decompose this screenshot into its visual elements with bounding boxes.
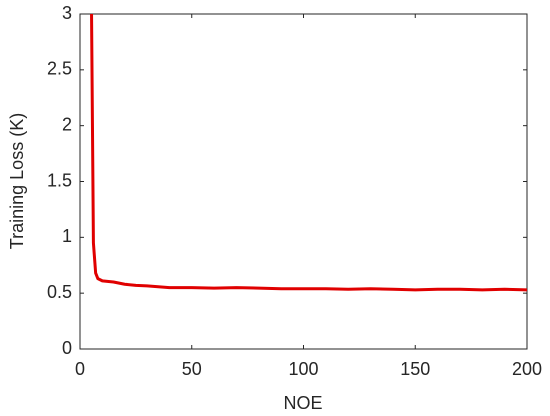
y-tick-label: 2.5 <box>47 59 72 79</box>
x-tick-label: 0 <box>75 359 85 379</box>
y-tick-label: 1 <box>62 226 72 246</box>
y-tick-label: 3 <box>62 3 72 23</box>
plot-frame <box>79 13 528 350</box>
x-tick-label: 200 <box>512 359 542 379</box>
x-tick-label: 100 <box>288 359 318 379</box>
x-axis-label: NOE <box>283 393 322 413</box>
x-tick-label: 150 <box>400 359 430 379</box>
x-tick-label: 50 <box>182 359 202 379</box>
data-line <box>90 14 527 292</box>
y-tick-label: 1.5 <box>47 170 72 190</box>
y-tick-label: 0 <box>62 338 72 358</box>
y-tick-label: 0.5 <box>47 282 72 302</box>
y-tick-label: 2 <box>62 114 72 134</box>
y-axis-label: Training Loss (K) <box>7 113 27 249</box>
